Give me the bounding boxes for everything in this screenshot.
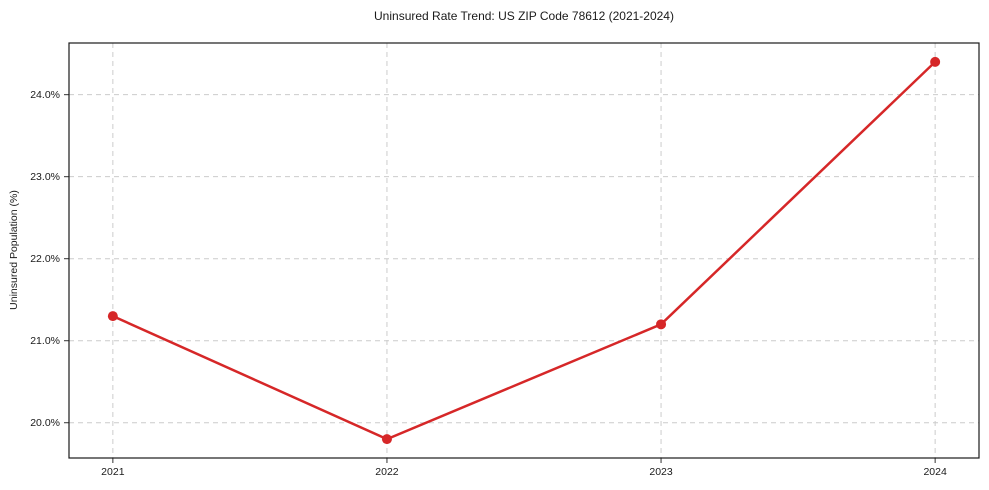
x-tick-label: 2024 bbox=[923, 466, 947, 478]
y-tick-label: 23.0% bbox=[30, 171, 60, 183]
data-point bbox=[656, 319, 667, 330]
trend-line bbox=[111, 60, 937, 441]
plot-border bbox=[68, 42, 980, 459]
y-tick-label: 21.0% bbox=[30, 335, 60, 347]
y-tick-label: 20.0% bbox=[30, 417, 60, 429]
data-point bbox=[930, 56, 941, 67]
x-tick-label: 2022 bbox=[375, 466, 399, 478]
chart-title: Uninsured Rate Trend: US ZIP Code 78612 … bbox=[374, 9, 674, 23]
y-tick-label: 24.0% bbox=[30, 89, 60, 101]
y-tick-label: 22.0% bbox=[30, 253, 60, 265]
x-tick-label: 2023 bbox=[649, 466, 673, 478]
data-point bbox=[381, 434, 392, 445]
data-point bbox=[107, 311, 118, 322]
x-tick-label: 2021 bbox=[101, 466, 125, 478]
